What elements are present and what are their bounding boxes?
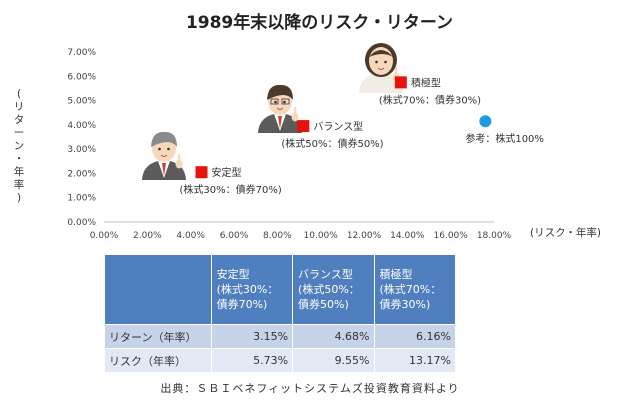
header-sub: 債券30%)	[379, 298, 431, 311]
glasses-shape	[281, 98, 290, 105]
y-axis-label-char: タ	[13, 114, 25, 126]
x-tick-label: 2.00%	[133, 231, 162, 241]
body-shape	[359, 73, 403, 93]
x-tick-label: 4.00%	[176, 231, 205, 241]
table-cell: 4.68%	[293, 325, 374, 348]
table-header-row: 安定型 (株式30%： 債券70%) バランス型 (株式50%： 債券50%) …	[105, 255, 455, 324]
data-point-label: バランス型	[313, 120, 363, 133]
x-tick-label: 0.00%	[90, 231, 119, 241]
y-axis-label-char: ー	[13, 127, 25, 139]
table-cell: 13.17%	[374, 349, 455, 372]
table-header-stable: 安定型 (株式30%： 債券70%)	[211, 255, 293, 324]
table-cell: 3.15%	[211, 325, 293, 348]
bangs-shape	[369, 50, 393, 57]
hair-shape	[151, 131, 177, 147]
y-axis-label-char: )	[16, 192, 22, 204]
finger-shape	[294, 107, 297, 115]
header-name: 積極型	[379, 268, 413, 281]
data-point-square	[297, 120, 310, 133]
x-tick-label: 18.00%	[477, 231, 512, 241]
header-sub: (株式70%：	[379, 283, 442, 296]
y-tick-label: 6.00%	[67, 72, 96, 82]
y-axis-label-char: ン	[13, 140, 25, 152]
y-axis-label-char: 年	[13, 166, 25, 178]
x-tick-label: 14.00%	[390, 231, 425, 241]
data-point-square	[394, 76, 407, 89]
source-note: 出典：ＳＢＩベネフィットシステムズ投資教育資料より	[160, 382, 460, 395]
header-name: バランス型	[298, 268, 353, 281]
data-point-label: 安定型	[212, 166, 242, 179]
header-sub: (株式50%：	[298, 283, 360, 296]
tie-shape	[278, 116, 282, 129]
person-illustration	[258, 84, 302, 133]
data-point-label: 参考：株式100%	[465, 132, 544, 145]
glasses-shape	[270, 98, 279, 105]
row-label: リターン（年率）	[105, 325, 211, 348]
hand-shape	[175, 159, 183, 169]
hand-shape	[291, 112, 299, 122]
finger-shape	[178, 154, 181, 162]
data-point-circle	[479, 115, 492, 128]
row-label: リスク（年率）	[105, 349, 211, 372]
x-tick-label: 6.00%	[220, 231, 249, 241]
y-tick-label: 4.00%	[67, 121, 96, 131]
y-axis-label-char: (	[16, 88, 22, 100]
tie-shape	[162, 163, 166, 176]
eye-shape	[375, 60, 378, 64]
data-point-sublabel: (株式50%：債券50%)	[281, 137, 383, 150]
table-cell: 6.16%	[374, 325, 455, 348]
y-tick-label: 2.00%	[67, 169, 96, 179]
eye-shape	[283, 100, 286, 104]
table-header-balance: バランス型 (株式50%： 債券50%)	[293, 255, 374, 324]
y-axis-label-char: ・	[13, 153, 25, 165]
eye-shape	[384, 60, 387, 64]
mouth-shape	[160, 154, 168, 157]
y-axis-label: ( リ タ ー ン ・ 年 率 )	[10, 88, 28, 205]
x-axis-label: (リスク・年率)	[530, 227, 601, 239]
y-axis-label-char: リ	[13, 101, 25, 113]
y-tick-label: 3.00%	[67, 145, 96, 155]
chart-title: 1989年末以降のリスク・リターン	[185, 13, 454, 33]
header-sub: (株式30%：	[216, 283, 279, 296]
x-tick-label: 16.00%	[434, 231, 469, 241]
data-point-square	[195, 166, 208, 179]
table-row-return: リターン（年率） 3.15% 4.68% 6.16%	[105, 325, 455, 348]
x-tick-label: 8.00%	[263, 231, 292, 241]
x-tick-label: 12.00%	[347, 231, 382, 241]
y-tick-label: 0.00%	[67, 218, 96, 228]
summary-table: 安定型 (株式30%： 債券70%) バランス型 (株式50%： 債券50%) …	[104, 254, 456, 373]
person-illustration	[359, 43, 403, 93]
table-corner-cell	[105, 255, 211, 324]
header-sub: 債券70%)	[216, 298, 268, 311]
y-tick-label: 1.00%	[67, 194, 96, 204]
y-tick-label: 5.00%	[67, 97, 96, 107]
table-cell: 5.73%	[211, 349, 293, 372]
table-header-aggressive: 積極型 (株式70%： 債券30%)	[374, 255, 455, 324]
y-axis-label-char: 率	[13, 179, 25, 191]
data-point-sublabel: (株式70%：債券30%)	[379, 93, 481, 106]
person-illustration	[142, 131, 186, 180]
finger-shape	[395, 67, 398, 75]
x-tick-label: 10.00%	[304, 231, 339, 241]
data-point-label: 積極型	[411, 76, 441, 89]
header-sub: 債券50%)	[298, 298, 349, 311]
table-cell: 9.55%	[293, 349, 374, 372]
eye-shape	[158, 147, 161, 151]
mouth-shape	[276, 107, 284, 110]
y-tick-label: 7.00%	[67, 48, 96, 58]
scatter-chart: 0.00% 1.00% 2.00% 3.00% 4.00% 5.00% 6.00% 7.00%…	[67, 43, 544, 241]
data-point-sublabel: (株式30%：債券70%)	[180, 183, 282, 196]
eye-shape	[167, 147, 170, 151]
eye-shape	[274, 100, 277, 104]
header-name: 安定型	[216, 268, 250, 281]
hair-shape	[267, 84, 293, 100]
mouth-shape	[377, 67, 385, 70]
table-row-risk: リスク（年率） 5.73% 9.55% 13.17%	[105, 349, 455, 372]
